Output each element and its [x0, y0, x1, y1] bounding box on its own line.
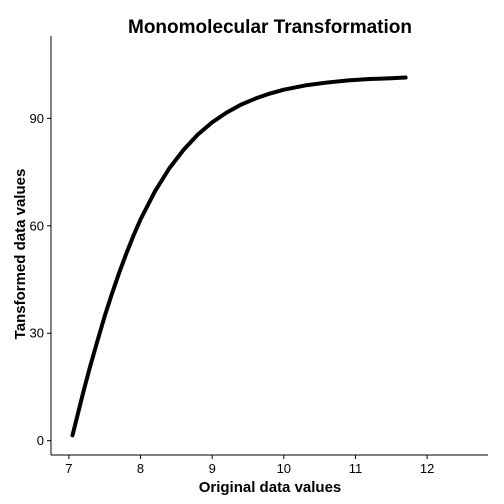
y-tick-label: 0: [37, 433, 44, 448]
y-axis-label: Tansformed data values: [12, 169, 29, 340]
series-line: [70, 75, 408, 438]
x-tick-label: 10: [277, 461, 291, 476]
chart-title: Monomolecular Transformation: [128, 17, 412, 38]
x-tick-label: 8: [137, 461, 144, 476]
x-tick-label: 9: [209, 461, 216, 476]
x-tick-label: 7: [65, 461, 72, 476]
x-tick-label: 12: [420, 461, 434, 476]
y-tick-label: 60: [30, 218, 44, 233]
x-axis-label: Original data values: [199, 479, 342, 496]
x-tick-label: 11: [349, 461, 363, 476]
y-tick-label: 30: [30, 326, 44, 341]
y-tick-label: 90: [30, 111, 44, 126]
plot-area: 7 8 9 10 11 12 0 30 60 90: [30, 36, 488, 476]
